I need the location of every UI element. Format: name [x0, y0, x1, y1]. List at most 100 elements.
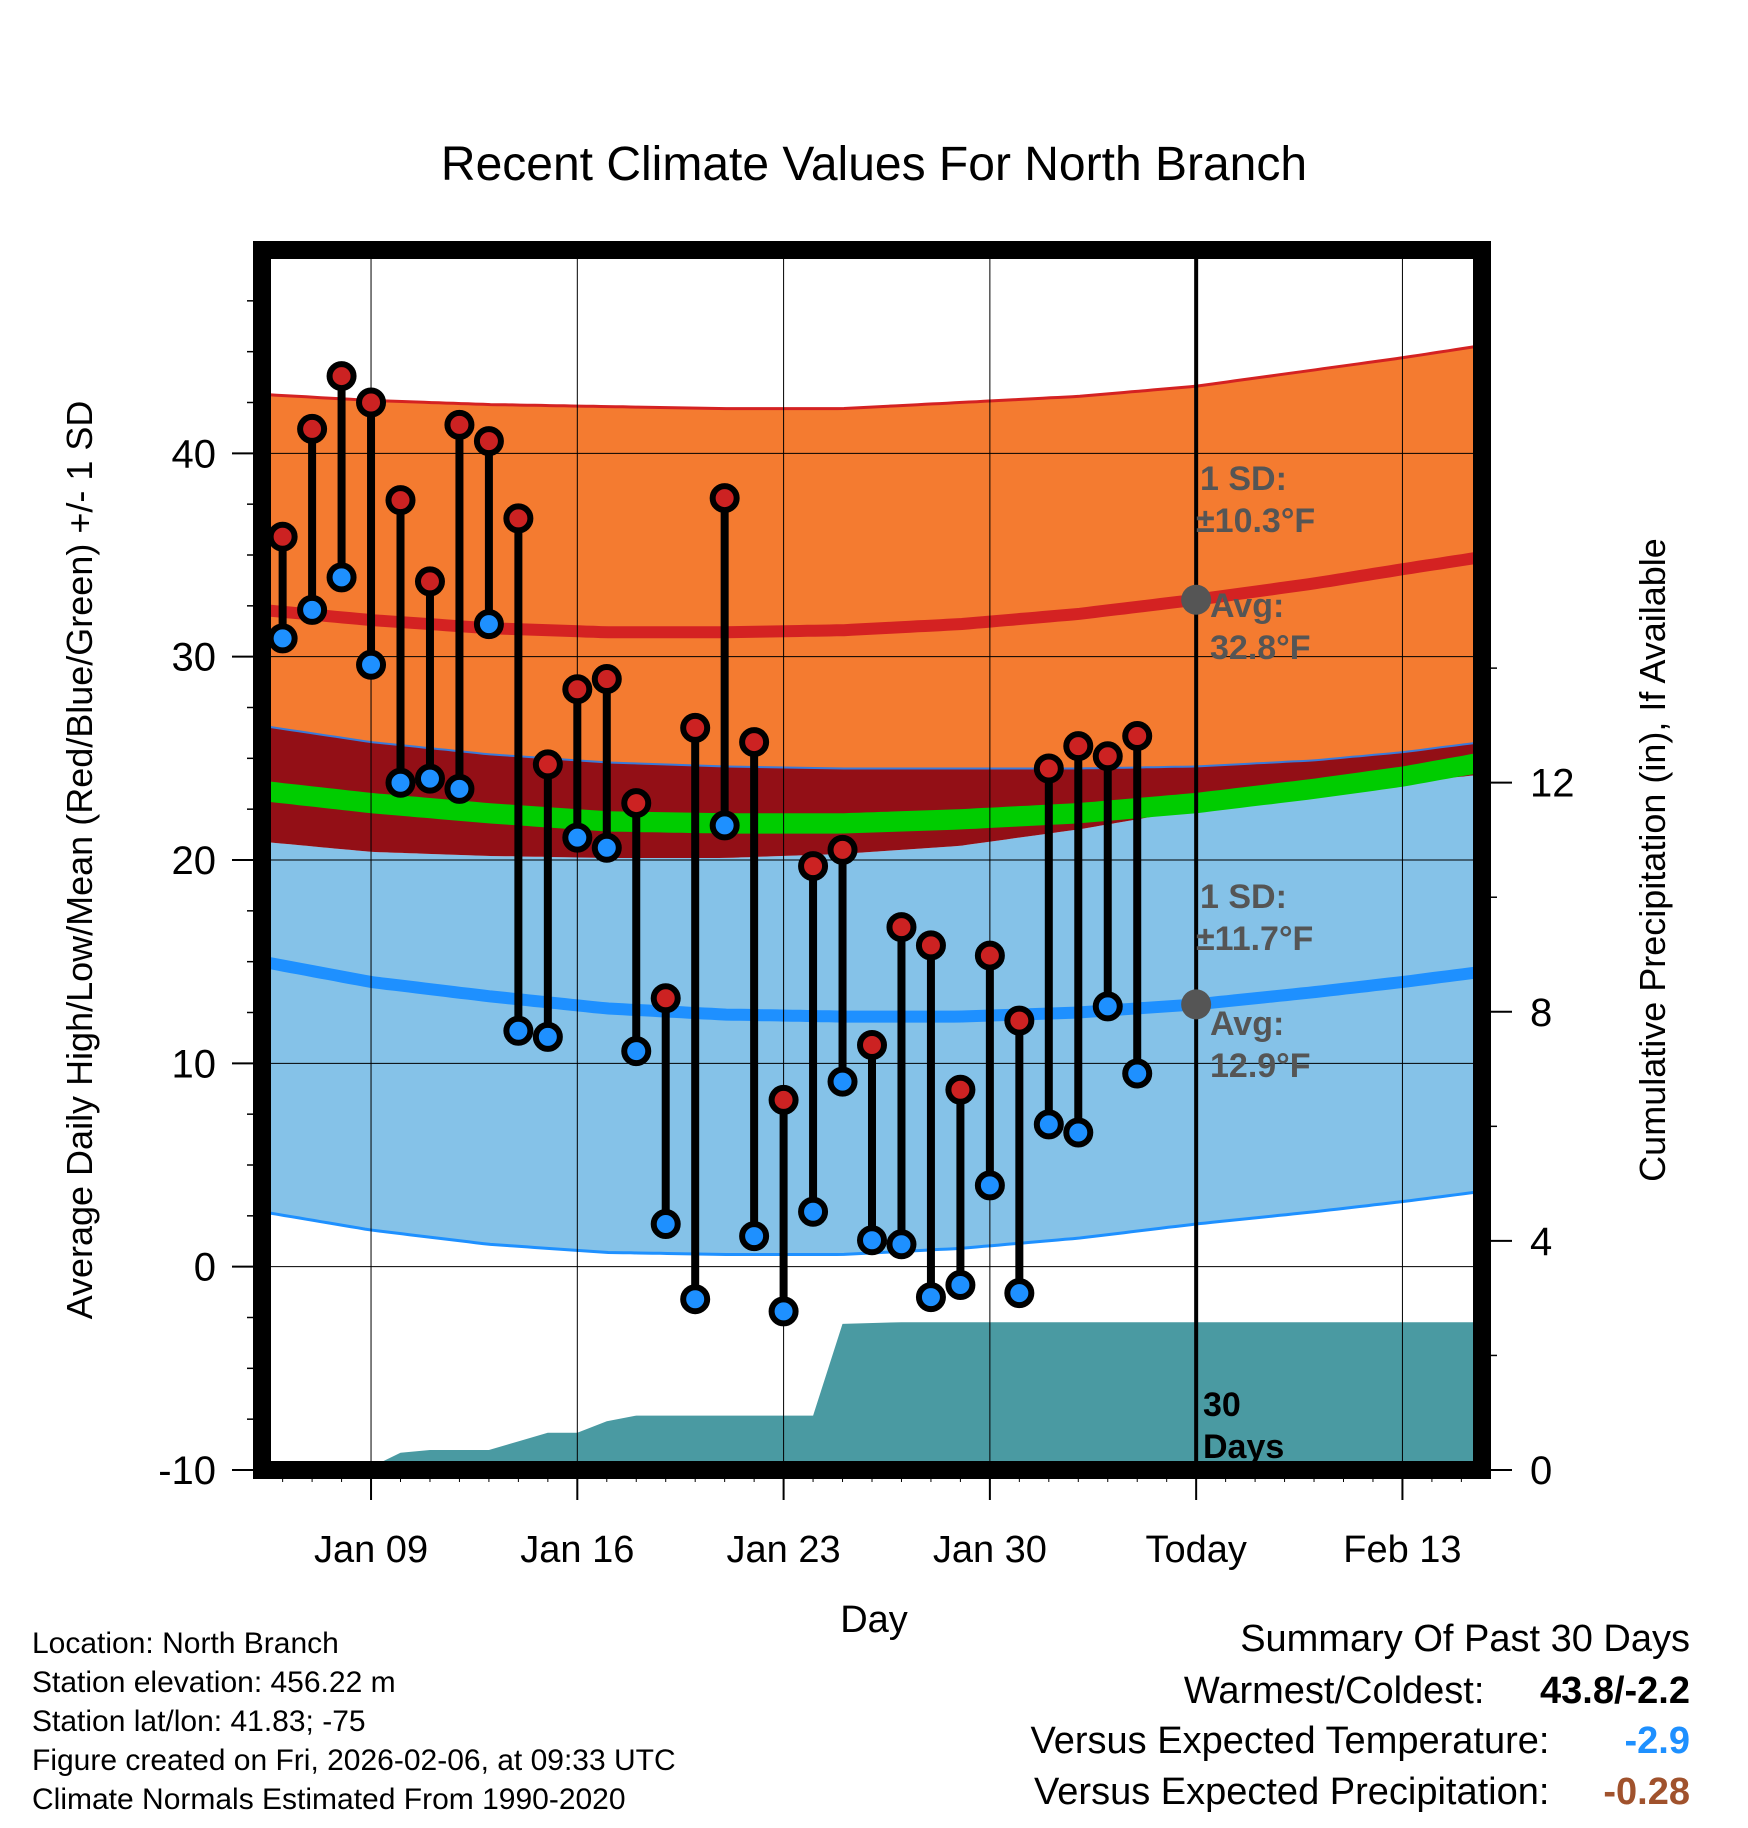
y2-tick-label: 0 — [1530, 1449, 1552, 1493]
low-point — [768, 1296, 799, 1327]
low-sd-label: 1 SD: — [1200, 878, 1287, 916]
low-point — [621, 1036, 652, 1067]
plot-area — [262, 344, 1482, 1470]
high-upper-line — [262, 344, 1478, 411]
high-point — [915, 930, 946, 961]
avg-low-line — [262, 955, 1479, 1023]
high-point — [444, 409, 475, 440]
summary-precip-label: Versus Expected Precipitation: — [1034, 1771, 1550, 1813]
high-point — [356, 387, 387, 418]
x-tick-label: Jan 09 — [314, 1529, 428, 1571]
summary-precip-value: -0.28 — [1603, 1771, 1690, 1813]
high-point — [326, 361, 357, 392]
low-point — [739, 1221, 770, 1252]
days-word: Days — [1203, 1428, 1284, 1466]
low-point — [297, 594, 328, 625]
high-point — [1033, 753, 1064, 784]
high-point — [798, 851, 829, 882]
low-point — [1092, 991, 1123, 1022]
low-point — [680, 1284, 711, 1315]
low-avg-value: 12.9°F — [1210, 1047, 1311, 1085]
x-tick-label: Jan 16 — [520, 1529, 634, 1571]
low-point — [827, 1066, 858, 1097]
low-point — [857, 1225, 887, 1256]
x-tick-label: Today — [1145, 1529, 1246, 1571]
low-point — [974, 1170, 1005, 1201]
high-avg-label: Avg: — [1210, 587, 1284, 625]
high-sd-label: 1 SD: — [1200, 460, 1287, 498]
high-point — [1122, 720, 1153, 751]
avg-high-line — [262, 551, 1479, 639]
x-tick-label: Feb 13 — [1343, 1529, 1461, 1571]
y-tick-label: 40 — [172, 432, 217, 476]
precip-area — [262, 1322, 1482, 1470]
y-tick-label: 30 — [172, 636, 217, 680]
summary-warmest-label: Warmest/Coldest: — [1183, 1670, 1485, 1712]
low-point — [414, 763, 445, 794]
low-sd-value: ±11.7°F — [1196, 920, 1313, 958]
high-point — [385, 485, 416, 516]
annotations: 1 SD: ±10.3°F Avg: 32.8°F 1 SD: ±11.7°F … — [1196, 460, 1315, 1466]
low-point — [444, 773, 475, 804]
low-point — [650, 1208, 681, 1239]
high-point — [591, 664, 622, 695]
info-latlon: Station lat/lon: 41.83; -75 — [32, 1705, 366, 1738]
high-point — [473, 426, 504, 457]
low-point — [915, 1282, 946, 1313]
chart-title: Recent Climate Values For North Branch — [441, 138, 1307, 191]
summary-temp-label: Versus Expected Temperature: — [1030, 1720, 1550, 1762]
high-point — [267, 521, 298, 552]
y2-tick-label: 4 — [1530, 1220, 1552, 1264]
y-tick-label: 20 — [172, 839, 217, 883]
high-point — [532, 749, 563, 780]
mean-band — [262, 753, 1478, 834]
high-point — [886, 912, 917, 943]
high-point — [1063, 731, 1094, 762]
high-point — [945, 1074, 976, 1105]
y2-tick-label: 12 — [1530, 762, 1575, 806]
axes: -10 0 10 20 30 40 0 4 8 12 Jan 09 Jan 16 Jan 23 Jan 3… — [158, 300, 1575, 1571]
high-point — [709, 483, 740, 514]
high-point — [414, 566, 445, 597]
high-point — [857, 1030, 887, 1061]
low-point — [503, 1015, 534, 1046]
observations — [267, 361, 1153, 1327]
y-tick-label: 0 — [194, 1246, 216, 1290]
y-tick-label: 10 — [172, 1042, 217, 1086]
low-point — [1063, 1117, 1094, 1148]
high-point — [768, 1084, 799, 1115]
high-lower-line — [262, 724, 1478, 770]
high-point — [503, 503, 534, 534]
high-point — [1092, 741, 1123, 772]
low-point — [798, 1196, 829, 1227]
days-count: 30 — [1203, 1386, 1241, 1424]
high-point — [297, 413, 328, 444]
info-normals: Climate Normals Estimated From 1990-2020 — [32, 1783, 626, 1816]
x-tick-label: Jan 30 — [933, 1529, 1047, 1571]
summary-warmest-row: Warmest/Coldest: 43.8/-2.2 — [1184, 1670, 1690, 1713]
low-point — [532, 1021, 563, 1052]
high-sd-band — [262, 346, 1478, 769]
info-location: Location: North Branch — [32, 1627, 339, 1660]
low-avg-today-marker — [1181, 989, 1212, 1020]
summary-title: Summary Of Past 30 Days — [1240, 1618, 1690, 1660]
high-point — [739, 727, 770, 758]
low-point — [356, 649, 387, 680]
low-point — [473, 609, 504, 640]
info-elevation: Station elevation: 456.22 m — [32, 1666, 396, 1699]
high-point — [562, 674, 593, 705]
low-point — [886, 1229, 917, 1260]
high-point — [1004, 1005, 1035, 1036]
high-point — [650, 983, 681, 1014]
low-point — [1033, 1109, 1064, 1140]
high-point — [974, 940, 1005, 971]
high-point — [827, 834, 858, 865]
low-point — [267, 623, 298, 654]
x-tick-label: Jan 23 — [727, 1529, 841, 1571]
low-point — [562, 822, 593, 853]
high-point — [680, 712, 711, 743]
y-tick-label: -10 — [158, 1449, 216, 1493]
summary-temp-row: Versus Expected Temperature: -2.9 — [1031, 1720, 1690, 1763]
low-point — [385, 767, 416, 798]
